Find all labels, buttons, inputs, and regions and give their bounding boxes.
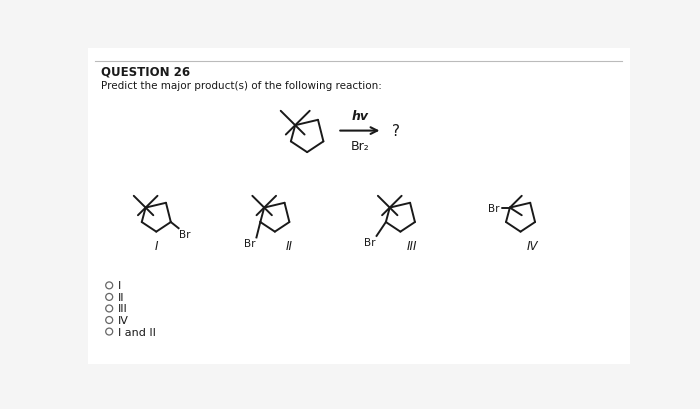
Text: IV: IV xyxy=(526,239,538,252)
FancyBboxPatch shape xyxy=(88,49,630,364)
Text: Br: Br xyxy=(489,203,500,213)
Text: Predict the major product(s) of the following reaction:: Predict the major product(s) of the foll… xyxy=(102,81,382,91)
Text: I and II: I and II xyxy=(118,327,155,337)
Text: Br: Br xyxy=(244,238,256,249)
Text: IV: IV xyxy=(118,315,129,325)
Text: hv: hv xyxy=(351,110,368,123)
Text: II: II xyxy=(286,239,293,252)
Text: III: III xyxy=(407,239,417,252)
Text: I: I xyxy=(155,239,158,252)
Text: II: II xyxy=(118,292,124,302)
Text: ?: ? xyxy=(391,124,400,139)
Text: Br: Br xyxy=(179,229,191,239)
Text: Br₂: Br₂ xyxy=(351,140,369,153)
Text: QUESTION 26: QUESTION 26 xyxy=(102,65,190,79)
Text: Br: Br xyxy=(363,237,375,247)
Text: I: I xyxy=(118,281,121,291)
Text: III: III xyxy=(118,304,127,314)
